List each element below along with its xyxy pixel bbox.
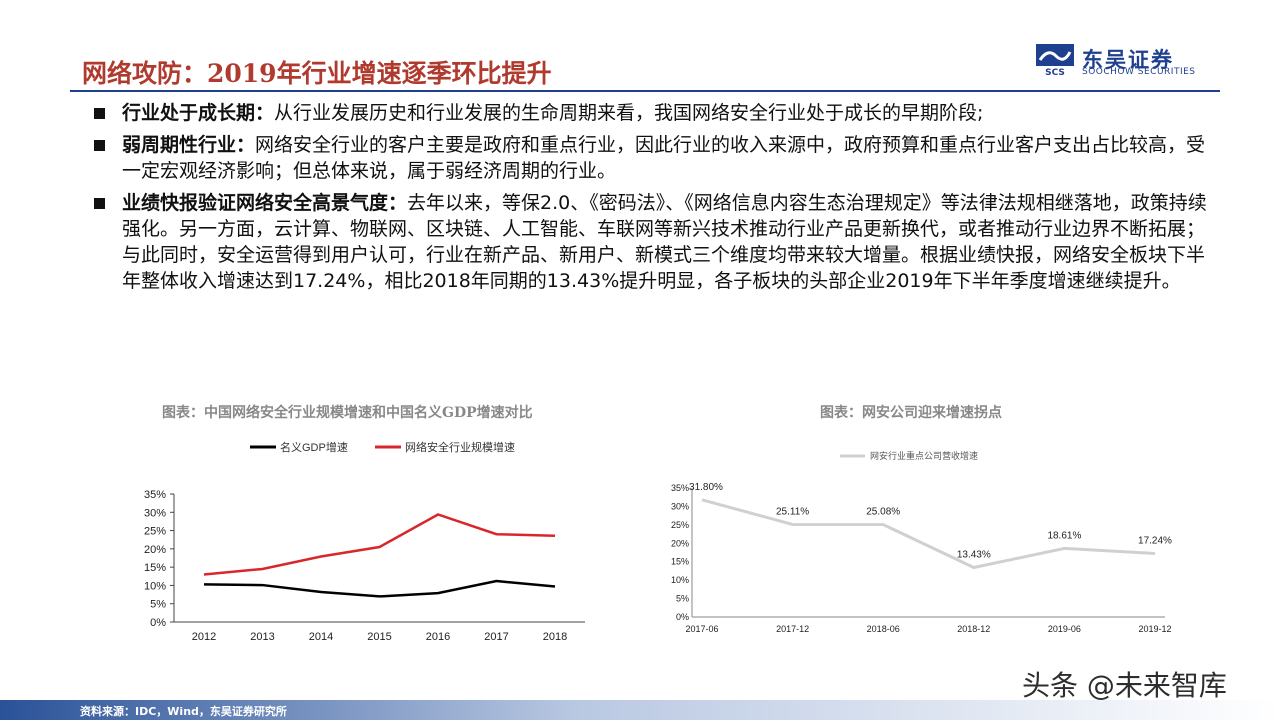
x-tick-label: 2014 xyxy=(309,631,333,643)
chart2-title: 图表：网安公司迎来增速拐点 xyxy=(820,405,1002,421)
y-tick-label: 5% xyxy=(676,594,689,604)
square-bullet-icon xyxy=(94,140,105,151)
data-label: 25.11% xyxy=(776,506,809,517)
bullet-key: 行业处于成长期： xyxy=(122,102,275,124)
data-label: 18.61% xyxy=(1047,530,1081,541)
y-tick-label: 30% xyxy=(144,507,166,519)
data-label: 31.80% xyxy=(689,482,723,493)
x-tick-label: 2012 xyxy=(192,631,216,643)
series-line-0 xyxy=(701,498,1156,570)
bullet-text: 去年以来，等保2.0、《密码法》、《网络信息内容生态治理规定》等法律法规相继落地… xyxy=(122,192,1207,292)
data-label: 25.08% xyxy=(866,507,900,518)
logo-chinese-name: 东吴证券 xyxy=(1082,48,1174,72)
legend-label: 名义GDP增速 xyxy=(280,440,348,454)
legend-label: 网络安全行业规模增速 xyxy=(405,440,515,454)
legend-label: 网安行业重点公司营收增速 xyxy=(870,450,978,461)
y-tick-label: 20% xyxy=(144,544,166,556)
data-label: 17.24% xyxy=(1138,535,1172,546)
x-tick-label: 2015 xyxy=(367,631,391,643)
y-tick-label: 35% xyxy=(671,483,689,493)
y-tick-label: 25% xyxy=(671,520,689,530)
y-tick-label: 10% xyxy=(144,580,166,592)
bullet-item-growth-stage: 行业处于成长期：从行业发展历史和行业发展的生命周期来看，我国网络安全行业处于成长… xyxy=(92,100,1222,126)
y-tick-label: 25% xyxy=(144,526,166,538)
bullet-text: 网络安全行业的客户主要是政府和重点行业，因此行业的收入来源中，政府预算和重点行业… xyxy=(122,134,1206,182)
y-tick-label: 5% xyxy=(150,599,166,611)
bullet-item-performance: 业绩快报验证网络安全高景气度：去年以来，等保2.0、《密码法》、《网络信息内容生… xyxy=(92,190,1222,294)
x-tick-label: 2018-12 xyxy=(957,624,990,634)
y-tick-label: 35% xyxy=(144,489,166,501)
page-title: 网络攻防：2019年行业增速逐季环比提升 xyxy=(82,59,552,88)
x-tick-label: 2013 xyxy=(250,631,274,643)
title-divider xyxy=(70,90,1220,92)
footer-bar xyxy=(0,700,1280,720)
bullet-key: 弱周期性行业： xyxy=(122,134,256,156)
y-tick-label: 30% xyxy=(671,501,689,511)
bullet-key: 业绩快报验证网络安全高景气度： xyxy=(122,192,408,214)
x-tick-label: 2018 xyxy=(543,631,567,643)
x-tick-label: 2016 xyxy=(426,631,450,643)
x-tick-label: 2017 xyxy=(484,631,508,643)
chart-security-companies: 网安行业重点公司营收增速 0% 5% 10% 15% 20% 25% 30% 35% 2017-0… xyxy=(671,450,1172,634)
y-tick-label: 0% xyxy=(150,617,166,629)
bullet-list: 行业处于成长期：从行业发展历史和行业发展的生命周期来看，我国网络安全行业处于成长… xyxy=(92,100,1222,300)
y-tick-label: 10% xyxy=(671,575,689,585)
chart-gdp-vs-security: 名义GDP增速 网络安全行业规模增速 0% 5% 10% 15% 20% 25% 30% 35% 2… xyxy=(144,440,585,643)
source-note: 资料来源：IDC，Wind，东吴证券研究所 xyxy=(80,705,287,718)
x-tick-label: 2017-06 xyxy=(685,624,718,634)
x-tick-label: 2019-06 xyxy=(1048,624,1081,634)
y-tick-label: 20% xyxy=(671,538,689,548)
logo-mark-icon: SCS xyxy=(1036,44,1074,76)
square-bullet-icon xyxy=(94,198,105,209)
y-tick-label: 0% xyxy=(676,612,689,622)
series-line-0 xyxy=(203,579,556,598)
data-label: 13.43% xyxy=(957,550,991,561)
x-tick-label: 2017-12 xyxy=(776,624,809,634)
chart1-title: 图表：中国网络安全行业规模增速和中国名义GDP增速对比 xyxy=(162,405,533,421)
square-bullet-icon xyxy=(94,108,105,119)
company-logo: SCS 东吴证券 SOOCHOW SECURITIES xyxy=(1036,44,1236,80)
logo-mark-text: SCS xyxy=(1045,68,1065,76)
series-line-1 xyxy=(203,513,556,576)
y-tick-label: 15% xyxy=(144,562,166,574)
bullet-text: 从行业发展历史和行业发展的生命周期来看，我国网络安全行业处于成长的早期阶段; xyxy=(274,102,984,124)
y-tick-label: 15% xyxy=(671,557,689,567)
x-tick-label: 2019-12 xyxy=(1138,624,1171,634)
logo-english-name: SOOCHOW SECURITIES xyxy=(1082,67,1196,77)
x-tick-label: 2018-06 xyxy=(867,624,900,634)
bullet-item-weak-cyclical: 弱周期性行业：网络安全行业的客户主要是政府和重点行业，因此行业的收入来源中，政府… xyxy=(92,132,1222,184)
watermark: 头条 @未来智库 xyxy=(1022,669,1227,702)
